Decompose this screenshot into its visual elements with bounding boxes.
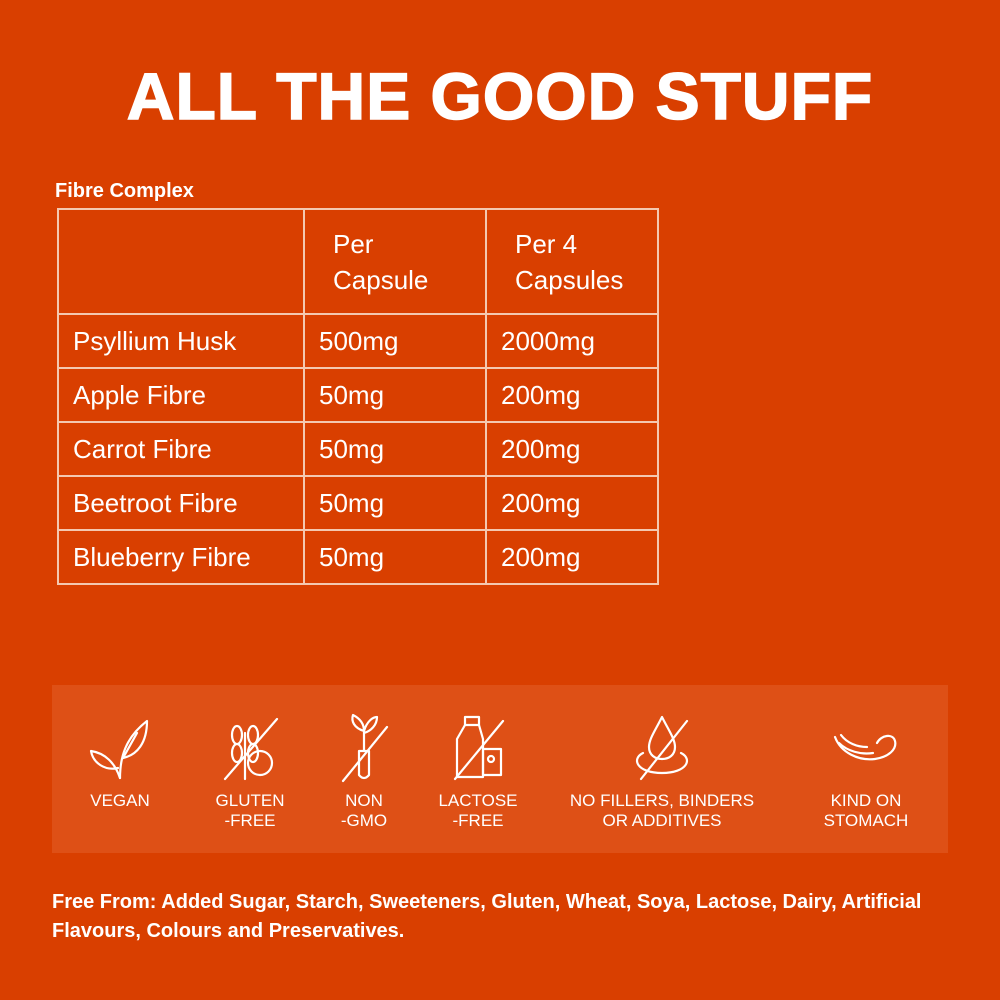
per-4-capsules: 200mg (485, 475, 659, 531)
badge-label: KIND ON STOMACH (823, 791, 909, 830)
per-4-capsules: 2000mg (485, 313, 659, 369)
milk-cheese-crossed-icon (453, 715, 505, 781)
header-per-capsule: Per Capsule (303, 208, 487, 315)
badge-label: NON -GMO (340, 791, 388, 830)
badge-non-gmo: NON -GMO (312, 685, 416, 853)
badge-kind-on-stomach: KIND ON STOMACH (784, 685, 948, 853)
page-title: ALL THE GOOD STUFF (126, 58, 874, 134)
wheat-crossed-icon (223, 717, 279, 781)
per-capsule: 50mg (303, 421, 487, 477)
per-capsule: 50mg (303, 367, 487, 423)
ingredient: Beetroot Fibre (57, 475, 305, 531)
free-from-text: Free From: Added Sugar, Starch, Sweetene… (52, 891, 922, 942)
leaf-icon (89, 719, 149, 780)
stomach-icon (833, 733, 897, 761)
table-header-row: Per Capsule Per 4 Capsules (57, 208, 659, 315)
badge-label: GLUTEN -FREE (215, 791, 285, 830)
table-row: Apple Fibre 50mg 200mg (57, 367, 659, 423)
badge-no-fillers: NO FILLERS, BINDERS OR ADDITIVES (540, 685, 784, 853)
badge-vegan: VEGAN (52, 685, 188, 853)
table-row: Blueberry Fibre 50mg 200mg (57, 529, 659, 585)
header-per-4-capsules: Per 4 Capsules (485, 208, 659, 315)
drop-crossed-icon (636, 715, 689, 781)
badge-gluten-free: GLUTEN -FREE (188, 685, 312, 853)
per-capsule: 50mg (303, 529, 487, 585)
nutrition-table: Per Capsule Per 4 Capsules Psyllium Husk… (57, 208, 659, 585)
ingredient: Blueberry Fibre (57, 529, 305, 585)
badge-label: NO FILLERS, BINDERS OR ADDITIVES (569, 791, 755, 830)
ingredient: Psyllium Husk (57, 313, 305, 369)
per-capsule: 50mg (303, 475, 487, 531)
table-row: Beetroot Fibre 50mg 200mg (57, 475, 659, 531)
benefits-panel: VEGAN GLUTEN -FREE NON -GMO LACTOSE -FRE… (52, 685, 948, 853)
ingredient: Apple Fibre (57, 367, 305, 423)
badge-label: LACTOSE -FREE (438, 791, 518, 830)
table-caption: Fibre Complex (55, 180, 194, 202)
table-row: Psyllium Husk 500mg 2000mg (57, 313, 659, 369)
plant-tube-crossed-icon (341, 713, 389, 783)
per-capsule: 500mg (303, 313, 487, 369)
badge-label: VEGAN (90, 791, 150, 810)
per-4-capsules: 200mg (485, 529, 659, 585)
ingredient: Carrot Fibre (57, 421, 305, 477)
per-4-capsules: 200mg (485, 421, 659, 477)
badge-lactose-free: LACTOSE -FREE (416, 685, 540, 853)
per-4-capsules: 200mg (485, 367, 659, 423)
header-empty (57, 208, 305, 315)
table-row: Carrot Fibre 50mg 200mg (57, 421, 659, 477)
